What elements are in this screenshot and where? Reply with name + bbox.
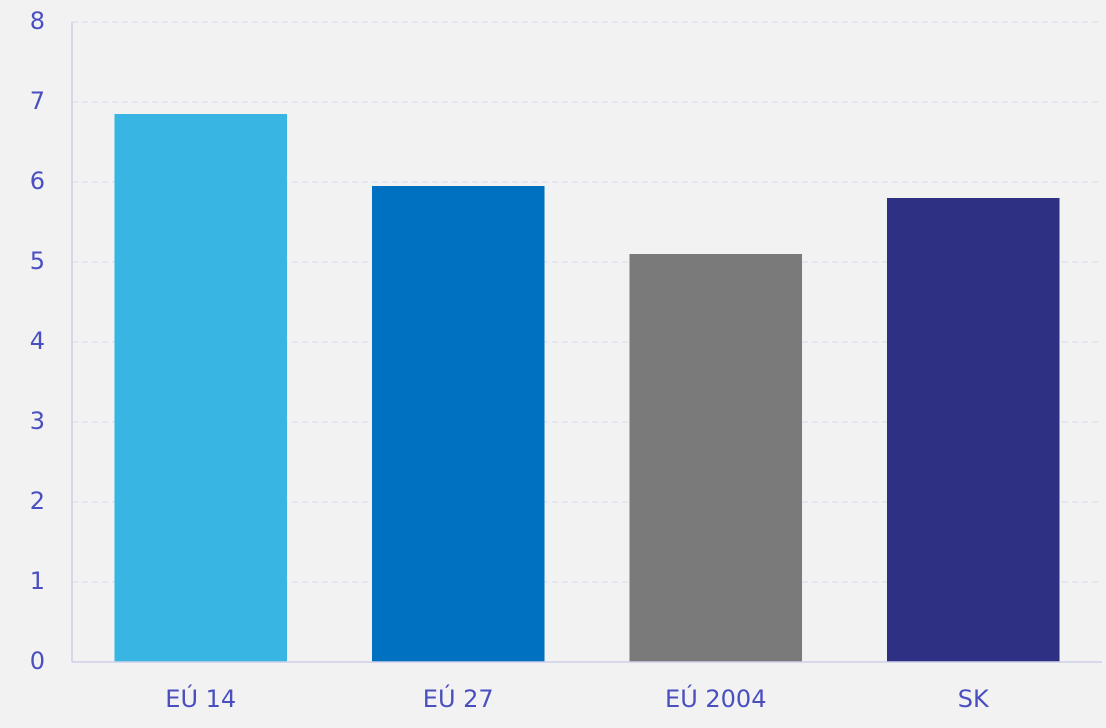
x-tick-label: SK: [958, 685, 990, 713]
y-tick-label: 8: [30, 7, 45, 35]
y-tick-label: 4: [30, 327, 45, 355]
y-tick-label: 6: [30, 167, 45, 195]
y-tick-label: 2: [30, 487, 45, 515]
bar: [114, 114, 288, 662]
y-tick-label: 0: [30, 647, 45, 675]
y-tick-label: 5: [30, 247, 45, 275]
bar: [629, 254, 803, 662]
x-tick-label: EÚ 2004: [665, 683, 766, 713]
x-tick-label: EÚ 27: [423, 683, 494, 713]
bar: [886, 198, 1060, 662]
y-tick-label: 3: [30, 407, 45, 435]
x-tick-label: EÚ 14: [165, 683, 236, 713]
y-tick-label: 7: [30, 87, 45, 115]
bar: [371, 186, 545, 662]
y-tick-label: 1: [30, 567, 45, 595]
